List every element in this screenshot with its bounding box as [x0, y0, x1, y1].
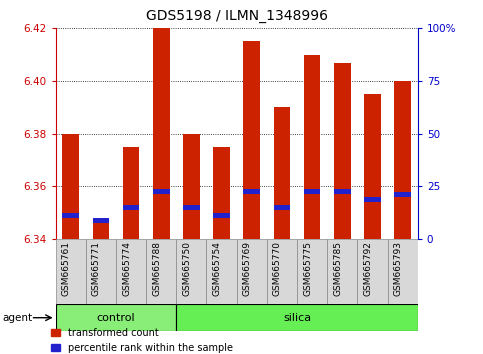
- Bar: [93, 218, 109, 223]
- Bar: [364, 94, 381, 239]
- Bar: [93, 223, 109, 239]
- Bar: [153, 189, 170, 194]
- Text: GSM665788: GSM665788: [152, 241, 161, 296]
- Text: GSM665775: GSM665775: [303, 241, 312, 296]
- Bar: [183, 205, 199, 210]
- Bar: [183, 134, 199, 239]
- Bar: [86, 239, 116, 304]
- Bar: [304, 189, 320, 194]
- Bar: [304, 55, 320, 239]
- Bar: [267, 239, 297, 304]
- Text: GSM665771: GSM665771: [92, 241, 101, 296]
- Text: GDS5198 / ILMN_1348996: GDS5198 / ILMN_1348996: [146, 9, 327, 23]
- Text: control: control: [97, 313, 135, 323]
- Bar: [395, 192, 411, 197]
- Bar: [395, 81, 411, 239]
- Bar: [357, 239, 388, 304]
- Text: agent: agent: [2, 313, 32, 323]
- Legend: transformed count, percentile rank within the sample: transformed count, percentile rank withi…: [51, 328, 233, 353]
- Bar: [388, 239, 418, 304]
- Text: GSM665774: GSM665774: [122, 241, 131, 296]
- Text: GSM665785: GSM665785: [333, 241, 342, 296]
- Bar: [334, 63, 351, 239]
- Bar: [116, 239, 146, 304]
- Bar: [243, 41, 260, 239]
- Bar: [213, 147, 230, 239]
- Bar: [243, 189, 260, 194]
- Bar: [176, 239, 207, 304]
- Bar: [62, 134, 79, 239]
- Bar: [274, 107, 290, 239]
- Text: GSM665761: GSM665761: [62, 241, 71, 296]
- Bar: [123, 205, 139, 210]
- Bar: [364, 197, 381, 202]
- Text: GSM665750: GSM665750: [183, 241, 191, 296]
- Bar: [274, 205, 290, 210]
- Text: GSM665770: GSM665770: [273, 241, 282, 296]
- Bar: [123, 147, 139, 239]
- Bar: [56, 239, 86, 304]
- Bar: [176, 304, 418, 331]
- Bar: [207, 239, 237, 304]
- Bar: [334, 189, 351, 194]
- Bar: [237, 239, 267, 304]
- Bar: [56, 304, 176, 331]
- Bar: [327, 239, 357, 304]
- Text: GSM665754: GSM665754: [213, 241, 222, 296]
- Bar: [213, 213, 230, 218]
- Bar: [146, 239, 176, 304]
- Text: silica: silica: [283, 313, 311, 323]
- Bar: [153, 28, 170, 239]
- Text: GSM665793: GSM665793: [394, 241, 403, 296]
- Text: GSM665769: GSM665769: [243, 241, 252, 296]
- Text: GSM665792: GSM665792: [364, 241, 372, 296]
- Bar: [62, 213, 79, 218]
- Bar: [297, 239, 327, 304]
